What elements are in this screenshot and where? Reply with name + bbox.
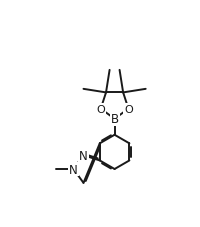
Text: O: O (96, 104, 105, 114)
Text: B: B (111, 113, 119, 126)
Text: O: O (124, 104, 133, 114)
Text: N: N (79, 149, 88, 162)
Text: N: N (69, 163, 78, 176)
